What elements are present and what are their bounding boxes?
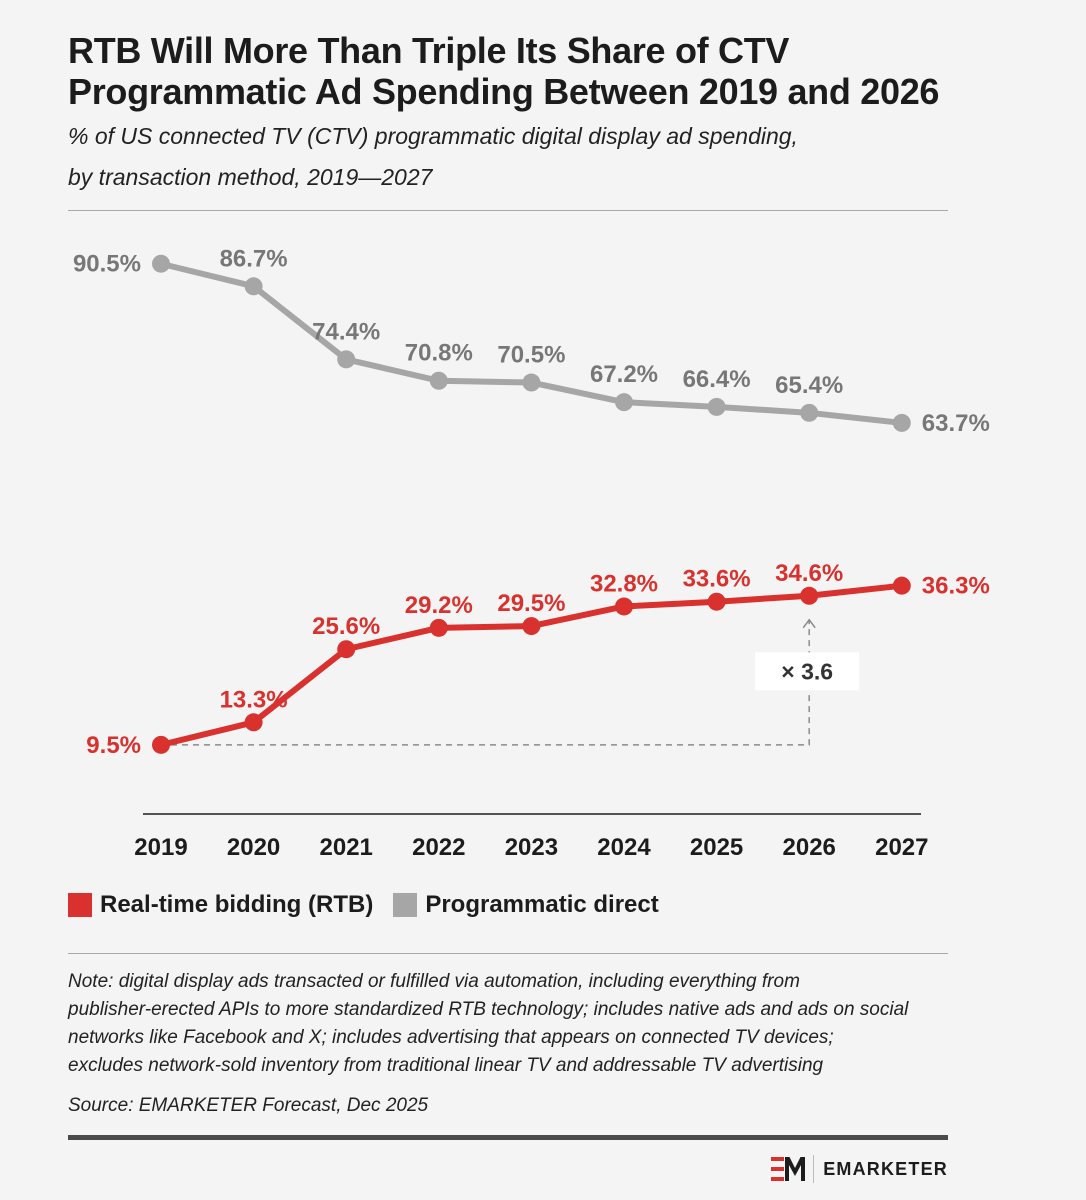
x-tick-label: 2023 xyxy=(505,834,558,861)
x-tick-label: 2026 xyxy=(783,834,836,861)
chart-title-line: Programmatic Ad Spending Between 2019 an… xyxy=(68,71,940,112)
data-label-programmatic-direct: 66.4% xyxy=(683,366,751,393)
data-point-rtb xyxy=(429,618,448,637)
data-label-programmatic-direct: 65.4% xyxy=(775,372,843,399)
line-chart: 2019 2020 2021 2022 2023 2024 2025 2026 2027 × 3.… xyxy=(73,245,990,861)
data-label-rtb: 9.5% xyxy=(86,732,141,759)
chart-subtitle: % of US connected TV (CTV) programmatic … xyxy=(68,116,968,198)
data-label-rtb: 25.6% xyxy=(312,613,380,640)
note-line: publisher-erected APIs to more standardi… xyxy=(68,999,909,1020)
growth-annotation-line xyxy=(171,619,810,746)
data-point-programmatic-direct xyxy=(892,413,911,432)
x-tick-label: 2021 xyxy=(320,834,373,861)
x-tick-label: 2022 xyxy=(412,834,465,861)
data-point-rtb xyxy=(892,576,911,595)
legend-item-programmatic-direct: Programmatic direct xyxy=(393,891,659,919)
data-label-programmatic-direct: 63.7% xyxy=(922,410,990,437)
growth-annotation-label: × 3.6 xyxy=(781,658,833,684)
legend-label-programmatic-direct: Programmatic direct xyxy=(425,891,659,918)
x-tick-label: 2019 xyxy=(134,834,187,861)
x-tick-label: 2027 xyxy=(875,834,928,861)
data-label-programmatic-direct: 70.5% xyxy=(497,342,565,369)
legend-swatch-programmatic-direct xyxy=(393,893,418,917)
data-point-programmatic-direct xyxy=(337,350,356,369)
data-label-rtb: 36.3% xyxy=(922,573,990,600)
footer-divider xyxy=(68,953,948,954)
data-label-rtb: 33.6% xyxy=(683,566,751,593)
legend-label-rtb: Real-time bidding (RTB) xyxy=(100,891,374,918)
chart-subtitle-line: by transaction method, 2019—2027 xyxy=(68,164,433,190)
chart-subtitle-line: % of US connected TV (CTV) programmatic … xyxy=(68,123,798,149)
data-point-rtb xyxy=(337,640,356,659)
brand-logo: EMARKETER xyxy=(771,1152,948,1186)
data-label-rtb: 34.6% xyxy=(775,560,843,587)
chart-title: RTB Will More Than Triple Its Share of C… xyxy=(68,30,968,112)
legend-swatch-rtb xyxy=(68,893,92,917)
growth-annotation-arrowhead xyxy=(802,618,816,629)
data-label-programmatic-direct: 70.8% xyxy=(405,340,473,367)
em-logo-icon xyxy=(771,1157,806,1181)
source: Source: EMARKETER Forecast, Dec 2025 xyxy=(68,1095,429,1116)
data-point-rtb xyxy=(244,713,263,732)
data-label-programmatic-direct: 67.2% xyxy=(590,361,658,388)
data-point-programmatic-direct xyxy=(244,277,263,296)
data-point-rtb xyxy=(522,617,541,636)
chart-title-line: RTB Will More Than Triple Its Share of C… xyxy=(68,30,790,71)
data-label-programmatic-direct: 74.4% xyxy=(312,318,380,345)
brand-separator xyxy=(813,1155,815,1183)
data-point-rtb xyxy=(800,586,819,605)
data-label-rtb: 29.2% xyxy=(405,592,473,619)
data-label-rtb: 29.5% xyxy=(497,590,565,617)
data-point-programmatic-direct xyxy=(152,254,170,273)
growth-annotation-box xyxy=(755,652,860,691)
data-label-programmatic-direct: 90.5% xyxy=(73,251,141,278)
note-line: networks like Facebook and X; includes a… xyxy=(68,1027,834,1048)
x-tick-label: 2024 xyxy=(597,834,651,861)
brand-name: EMARKETER xyxy=(823,1158,948,1179)
note: Note: digital display ads transacted or … xyxy=(68,968,948,1080)
data-label-rtb: 13.3% xyxy=(220,686,288,713)
legend: Real-time bidding (RTB) Programmatic dir… xyxy=(68,888,679,922)
data-point-programmatic-direct xyxy=(522,373,541,392)
top-divider xyxy=(68,210,948,211)
x-tick-label: 2020 xyxy=(227,834,280,861)
bottom-divider xyxy=(68,1135,948,1140)
x-tick-label: 2025 xyxy=(690,834,743,861)
data-point-programmatic-direct xyxy=(429,371,448,390)
data-label-programmatic-direct: 86.7% xyxy=(220,245,288,272)
data-point-programmatic-direct xyxy=(707,397,726,416)
data-point-rtb xyxy=(707,592,726,611)
data-point-programmatic-direct xyxy=(615,393,633,412)
data-label-rtb: 32.8% xyxy=(590,570,658,597)
data-point-programmatic-direct xyxy=(800,403,819,422)
data-point-rtb xyxy=(615,597,633,616)
legend-item-rtb: Real-time bidding (RTB) xyxy=(68,891,373,919)
note-line: excludes network-sold inventory from tra… xyxy=(68,1055,824,1076)
note-line: Note: digital display ads transacted or … xyxy=(68,971,800,992)
data-point-rtb xyxy=(152,735,170,754)
